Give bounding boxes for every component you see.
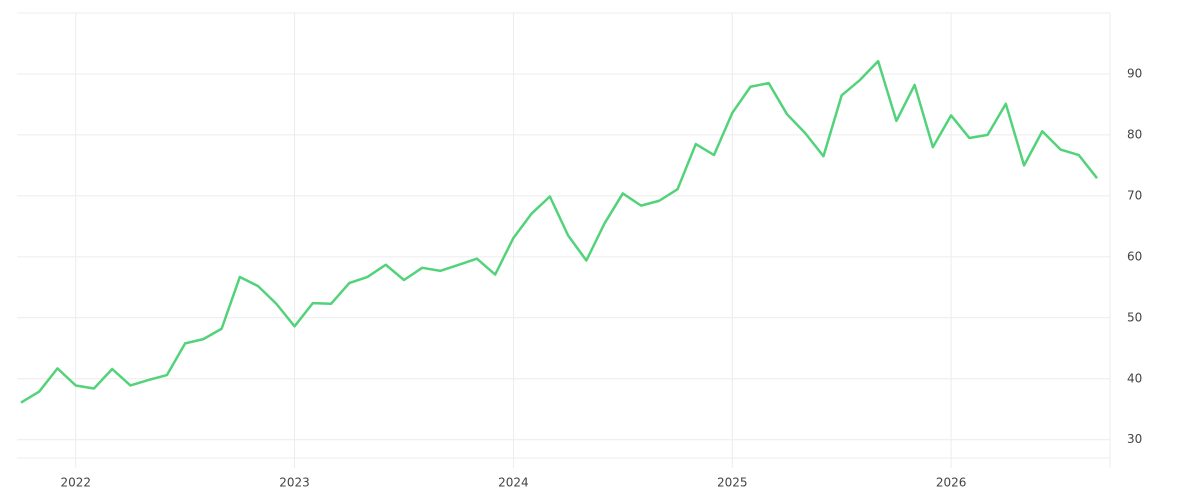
y-tick-label: 50 (1127, 310, 1142, 324)
x-tick-label: 2024 (498, 476, 529, 490)
y-tick-label: 40 (1127, 371, 1142, 385)
x-tick-label: 2026 (936, 476, 967, 490)
data-line (20, 59, 1098, 404)
x-tick-label: 2025 (717, 476, 748, 490)
y-tick-label: 80 (1127, 127, 1142, 141)
y-tick-label: 90 (1127, 66, 1142, 80)
y-tick-label: 70 (1127, 188, 1142, 202)
y-tick-label: 30 (1127, 432, 1142, 446)
x-tick-label: 2022 (60, 476, 91, 490)
y-tick-label: 60 (1127, 249, 1142, 263)
x-tick-label: 2023 (279, 476, 310, 490)
